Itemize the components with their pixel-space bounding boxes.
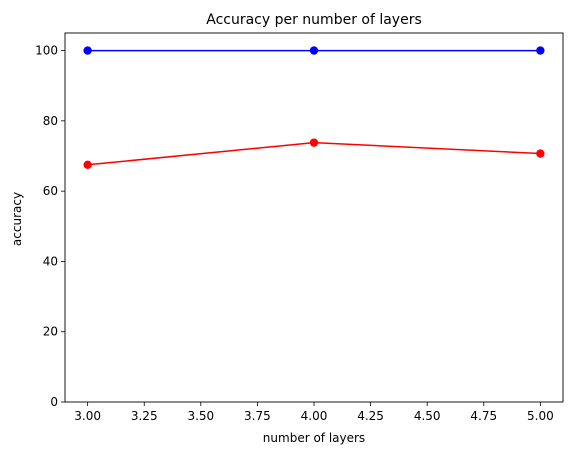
plot-frame (64, 32, 564, 403)
x-tick-label: 3.50 (187, 409, 214, 423)
series-1-point (536, 46, 545, 55)
series-1-point (83, 46, 92, 55)
x-tick-label: 3.25 (131, 409, 158, 423)
series-2-point (309, 138, 319, 147)
y-tick-label: 60 (43, 184, 58, 198)
x-tick-label: 3.75 (244, 409, 271, 423)
x-axis-label: number of layers (263, 431, 365, 445)
x-tick-label: 4.50 (414, 409, 441, 423)
x-tick-label: 4.00 (301, 409, 328, 423)
y-axis-ticks: 0 20 40 60 80 100 (35, 44, 65, 409)
y-axis-label: accuracy (10, 192, 24, 246)
x-tick-label: 4.75 (470, 409, 497, 423)
series-1-point (309, 46, 319, 55)
x-tick-label: 3.00 (74, 409, 101, 423)
x-axis-ticks: 3.00 3.25 3.50 3.75 4.00 4.25 4.50 4.75 5.00 (74, 402, 554, 423)
y-tick-label: 100 (35, 44, 58, 58)
x-tick-label: 5.00 (527, 409, 554, 423)
x-tick-label: 4.25 (357, 409, 384, 423)
y-tick-label: 40 (43, 254, 58, 268)
chart-title: Accuracy per number of layers (206, 12, 422, 28)
series-2-point (536, 149, 545, 158)
series-layer (83, 46, 545, 169)
y-tick-label: 80 (43, 114, 58, 128)
y-tick-label: 0 (50, 395, 58, 409)
y-tick-label: 20 (43, 325, 58, 339)
series-2-point (83, 160, 92, 169)
